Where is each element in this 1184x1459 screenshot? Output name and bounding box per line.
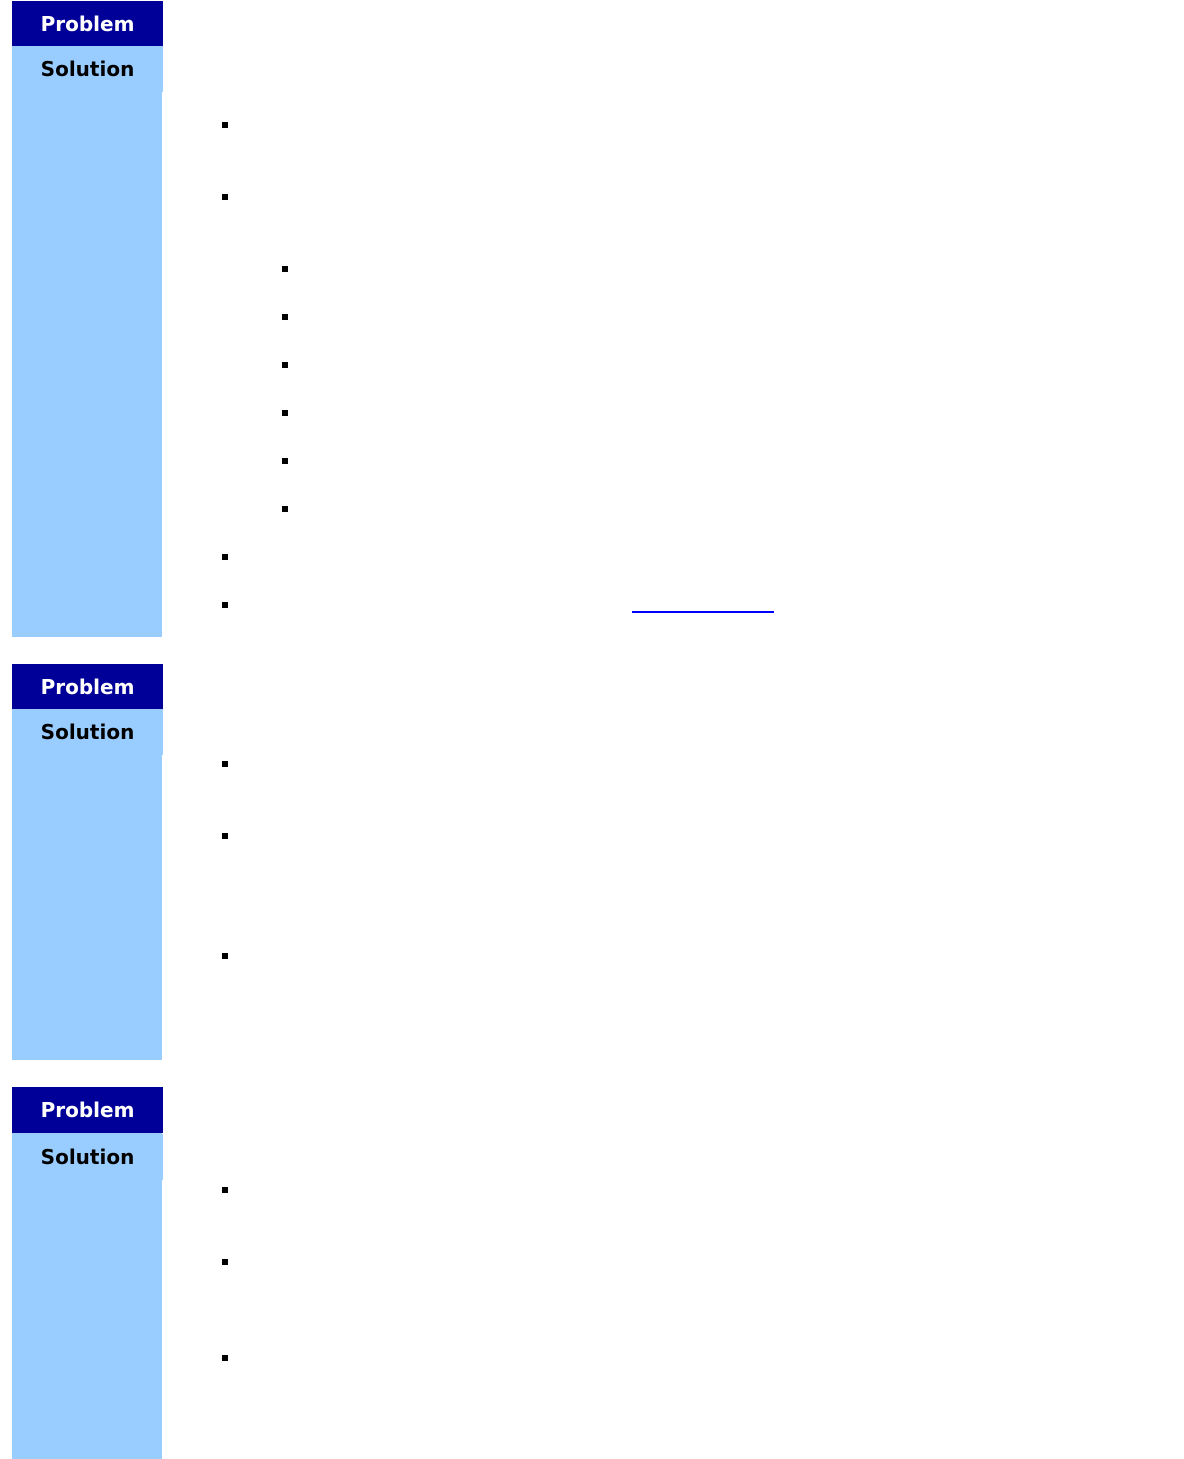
section-1-problem-tab[interactable]: Problem [12, 1, 163, 47]
sub-list-item-bullet [282, 410, 288, 416]
list-item-bullet [222, 602, 228, 608]
section-3-solution-tab[interactable]: Solution [12, 1134, 163, 1180]
list-item-bullet [222, 1259, 228, 1265]
list-item-bullet [222, 761, 228, 767]
sub-list-item-bullet [282, 266, 288, 272]
section-1-sidebar [12, 1, 162, 637]
list-item-bullet [222, 953, 228, 959]
section-2-solution-tab[interactable]: Solution [12, 709, 163, 755]
sub-list-item-bullet [282, 362, 288, 368]
sub-list-item-bullet [282, 314, 288, 320]
list-item-bullet [222, 1187, 228, 1193]
section-1-solution-tab[interactable]: Solution [12, 46, 163, 92]
list-item-bullet [222, 833, 228, 839]
sub-list-item-bullet [282, 458, 288, 464]
hyperlink[interactable] [632, 611, 774, 613]
section-2-problem-tab[interactable]: Problem [12, 664, 163, 710]
list-item-bullet [222, 554, 228, 560]
list-item-bullet [222, 194, 228, 200]
list-item-bullet [222, 122, 228, 128]
sub-list-item-bullet [282, 506, 288, 512]
list-item-bullet [222, 1355, 228, 1361]
section-3-problem-tab[interactable]: Problem [12, 1087, 163, 1133]
